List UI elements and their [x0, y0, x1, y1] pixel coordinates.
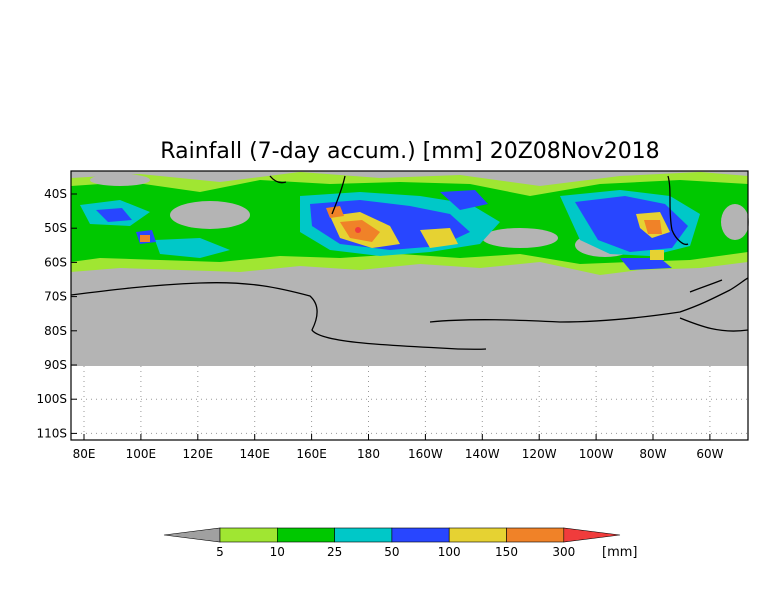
legend-above-triangle: [563, 527, 621, 543]
lon-tick-label: 80W: [639, 447, 666, 461]
legend-color-bin: [334, 527, 393, 543]
legend-color-bin: [506, 527, 565, 543]
legend-label: 300: [552, 545, 575, 559]
lon-tick-label: 100W: [579, 447, 614, 461]
lat-tick-label: 100S: [36, 392, 67, 406]
legend-below-triangle: [163, 527, 221, 543]
lon-tick-label: 60W: [696, 447, 723, 461]
lon-tick-label: 160E: [296, 447, 327, 461]
legend-color-bin: [219, 527, 278, 543]
antarctica-land: [71, 271, 748, 366]
map-panel: 40S 50S 60S 70S 80S 90S 100S 110S 80E 100E 120E 14…: [36, 170, 749, 461]
precipitation-field: [71, 171, 749, 275]
lat-tick-label: 80S: [44, 324, 67, 338]
lon-tick-label: 100E: [126, 447, 157, 461]
legend-color-bin: [391, 527, 450, 543]
lat-tick-label: 60S: [44, 255, 67, 269]
legend-label: 10: [270, 545, 285, 559]
legend-unit: [mm]: [602, 545, 637, 560]
lat-tick-label: 90S: [44, 358, 67, 372]
legend-label: 25: [327, 545, 342, 559]
legend-label: 50: [384, 545, 399, 559]
lon-tick-label: 80E: [73, 447, 96, 461]
longitude-axis: 80E 100E 120E 140E 160E 180 160W 140W 120W 100W 80…: [73, 434, 724, 461]
lon-tick-label: 160W: [408, 447, 443, 461]
coastlines: [70, 175, 749, 350]
lon-tick-label: 180: [357, 447, 380, 461]
lon-tick-label: 120E: [183, 447, 214, 461]
map-title: Rainfall (7-day accum.) [mm] 20Z08Nov201…: [160, 139, 659, 164]
lat-tick-label: 50S: [44, 221, 67, 235]
latitude-axis: 40S 50S 60S 70S 80S 90S 100S 110S: [36, 187, 77, 440]
legend-color-bin: [448, 527, 507, 543]
lon-tick-label: 120W: [522, 447, 557, 461]
lat-tick-label: 40S: [44, 187, 67, 201]
rainfall-legend: 5 10 25 50 100 150 300: [163, 527, 621, 559]
lon-tick-label: 140E: [239, 447, 270, 461]
legend-label: 100: [438, 545, 461, 559]
legend-label: 5: [216, 545, 224, 559]
lat-tick-label: 70S: [44, 290, 67, 304]
map-frame: [70, 170, 749, 441]
lon-tick-label: 140W: [465, 447, 500, 461]
legend-label: 150: [495, 545, 518, 559]
legend-color-bin: [276, 527, 335, 543]
lat-tick-label: 110S: [36, 426, 67, 440]
